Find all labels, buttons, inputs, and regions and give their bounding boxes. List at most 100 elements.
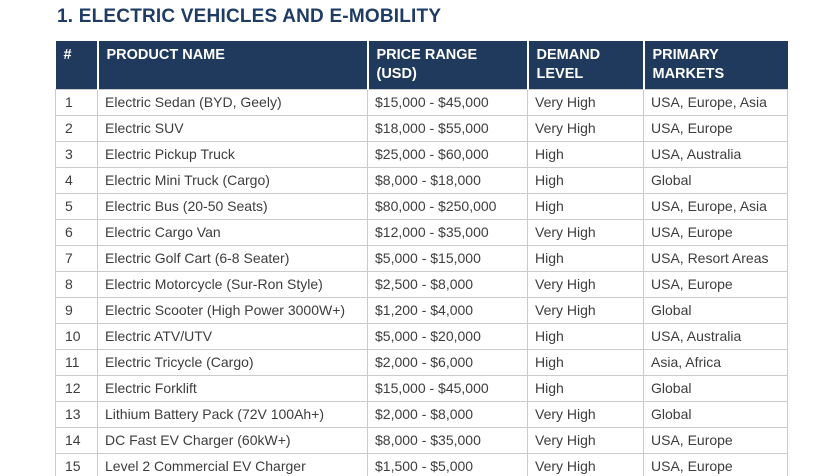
cell-price-range: $2,500 - $8,000 — [367, 271, 528, 298]
table-row: 12 Electric Forklift $15,000 - $45,000 H… — [55, 375, 788, 402]
table-row: 5 Electric Bus (20-50 Seats) $80,000 - $… — [55, 193, 788, 220]
table-row: 3 Electric Pickup Truck $25,000 - $60,00… — [55, 141, 788, 168]
table-row: 1 Electric Sedan (BYD, Geely) $15,000 - … — [55, 89, 788, 116]
cell-primary-markets: Global — [643, 297, 788, 324]
cell-demand-level: Very High — [527, 89, 644, 116]
col-header-demand-level: DEMAND LEVEL — [526, 41, 645, 90]
cell-price-range: $5,000 - $15,000 — [367, 245, 528, 272]
cell-price-range: $2,000 - $6,000 — [367, 349, 528, 376]
cell-price-range: $8,000 - $18,000 — [367, 167, 528, 194]
cell-product-name: Electric Motorcycle (Sur-Ron Style) — [97, 271, 368, 298]
cell-number: 15 — [55, 453, 98, 476]
col-header-number: # — [55, 41, 99, 90]
cell-price-range: $5,000 - $20,000 — [367, 323, 528, 350]
cell-demand-level: High — [527, 193, 644, 220]
cell-number: 11 — [55, 349, 98, 376]
cell-primary-markets: USA, Resort Areas — [643, 245, 788, 272]
cell-product-name: Electric ATV/UTV — [97, 323, 368, 350]
cell-number: 8 — [55, 271, 98, 298]
cell-product-name: Electric Sedan (BYD, Geely) — [97, 89, 368, 116]
cell-demand-level: Very High — [527, 453, 644, 476]
table-row: 9 Electric Scooter (High Power 3000W+) $… — [55, 297, 788, 324]
cell-product-name: Electric Forklift — [97, 375, 368, 402]
cell-demand-level: High — [527, 141, 644, 168]
cell-number: 13 — [55, 401, 98, 428]
cell-number: 6 — [55, 219, 98, 246]
cell-demand-level: Very High — [527, 115, 644, 142]
cell-product-name: Electric Pickup Truck — [97, 141, 368, 168]
cell-primary-markets: USA, Europe — [643, 115, 788, 142]
cell-primary-markets: USA, Europe — [643, 453, 788, 476]
cell-demand-level: High — [527, 323, 644, 350]
cell-product-name: Electric Mini Truck (Cargo) — [97, 167, 368, 194]
section-title: 1. ELECTRIC VEHICLES AND E-MOBILITY — [57, 6, 442, 27]
table-row: 2 Electric SUV $18,000 - $55,000 Very Hi… — [55, 115, 788, 142]
cell-number: 1 — [55, 89, 98, 116]
cell-primary-markets: Global — [643, 401, 788, 428]
cell-number: 7 — [55, 245, 98, 272]
table-row: 14 DC Fast EV Charger (60kW+) $8,000 - $… — [55, 427, 788, 454]
cell-demand-level: Very High — [527, 271, 644, 298]
cell-product-name: Electric SUV — [97, 115, 368, 142]
cell-number: 10 — [55, 323, 98, 350]
cell-demand-level: Very High — [527, 427, 644, 454]
col-header-price-range: PRICE RANGE (USD) — [366, 41, 529, 90]
col-header-primary-markets: PRIMARY MARKETS — [642, 41, 788, 90]
cell-price-range: $12,000 - $35,000 — [367, 219, 528, 246]
cell-primary-markets: USA, Europe — [643, 427, 788, 454]
cell-product-name: Lithium Battery Pack (72V 100Ah+) — [97, 401, 368, 428]
cell-number: 14 — [55, 427, 98, 454]
cell-demand-level: High — [527, 375, 644, 402]
table-row: 4 Electric Mini Truck (Cargo) $8,000 - $… — [55, 167, 788, 194]
cell-price-range: $80,000 - $250,000 — [367, 193, 528, 220]
cell-number: 5 — [55, 193, 98, 220]
cell-price-range: $15,000 - $45,000 — [367, 375, 528, 402]
table-row: 8 Electric Motorcycle (Sur-Ron Style) $2… — [55, 271, 788, 298]
cell-price-range: $1,500 - $5,000 — [367, 453, 528, 476]
cell-number: 4 — [55, 167, 98, 194]
ev-products-table: # PRODUCT NAME PRICE RANGE (USD) DEMAND … — [55, 41, 788, 476]
cell-product-name: Electric Bus (20-50 Seats) — [97, 193, 368, 220]
table-row: 7 Electric Golf Cart (6-8 Seater) $5,000… — [55, 245, 788, 272]
cell-primary-markets: USA, Europe — [643, 219, 788, 246]
cell-product-name: Electric Golf Cart (6-8 Seater) — [97, 245, 368, 272]
table-body: 1 Electric Sedan (BYD, Geely) $15,000 - … — [55, 89, 788, 476]
cell-product-name: DC Fast EV Charger (60kW+) — [97, 427, 368, 454]
cell-primary-markets: Global — [643, 167, 788, 194]
cell-primary-markets: Asia, Africa — [643, 349, 788, 376]
cell-demand-level: High — [527, 167, 644, 194]
table-row: 6 Electric Cargo Van $12,000 - $35,000 V… — [55, 219, 788, 246]
cell-price-range: $25,000 - $60,000 — [367, 141, 528, 168]
cell-demand-level: Very High — [527, 401, 644, 428]
table-header-row: # PRODUCT NAME PRICE RANGE (USD) DEMAND … — [55, 41, 788, 90]
table-row: 13 Lithium Battery Pack (72V 100Ah+) $2,… — [55, 401, 788, 428]
table-row: 15 Level 2 Commercial EV Charger $1,500 … — [55, 453, 788, 476]
cell-primary-markets: USA, Europe — [643, 271, 788, 298]
cell-primary-markets: USA, Europe, Asia — [643, 193, 788, 220]
table-row: 10 Electric ATV/UTV $5,000 - $20,000 Hig… — [55, 323, 788, 350]
cell-price-range: $2,000 - $8,000 — [367, 401, 528, 428]
cell-primary-markets: USA, Australia — [643, 141, 788, 168]
table-header: # PRODUCT NAME PRICE RANGE (USD) DEMAND … — [55, 41, 788, 90]
cell-demand-level: High — [527, 245, 644, 272]
cell-product-name: Electric Cargo Van — [97, 219, 368, 246]
cell-price-range: $8,000 - $35,000 — [367, 427, 528, 454]
cell-demand-level: Very High — [527, 297, 644, 324]
cell-number: 12 — [55, 375, 98, 402]
cell-primary-markets: USA, Europe, Asia — [643, 89, 788, 116]
col-header-product-name: PRODUCT NAME — [96, 41, 369, 90]
cell-number: 2 — [55, 115, 98, 142]
cell-product-name: Level 2 Commercial EV Charger — [97, 453, 368, 476]
cell-product-name: Electric Tricycle (Cargo) — [97, 349, 368, 376]
cell-number: 3 — [55, 141, 98, 168]
cell-product-name: Electric Scooter (High Power 3000W+) — [97, 297, 368, 324]
cell-demand-level: High — [527, 349, 644, 376]
cell-price-range: $15,000 - $45,000 — [367, 89, 528, 116]
cell-price-range: $1,200 - $4,000 — [367, 297, 528, 324]
cell-primary-markets: USA, Australia — [643, 323, 788, 350]
cell-primary-markets: Global — [643, 375, 788, 402]
table-row: 11 Electric Tricycle (Cargo) $2,000 - $6… — [55, 349, 788, 376]
cell-demand-level: Very High — [527, 219, 644, 246]
cell-number: 9 — [55, 297, 98, 324]
